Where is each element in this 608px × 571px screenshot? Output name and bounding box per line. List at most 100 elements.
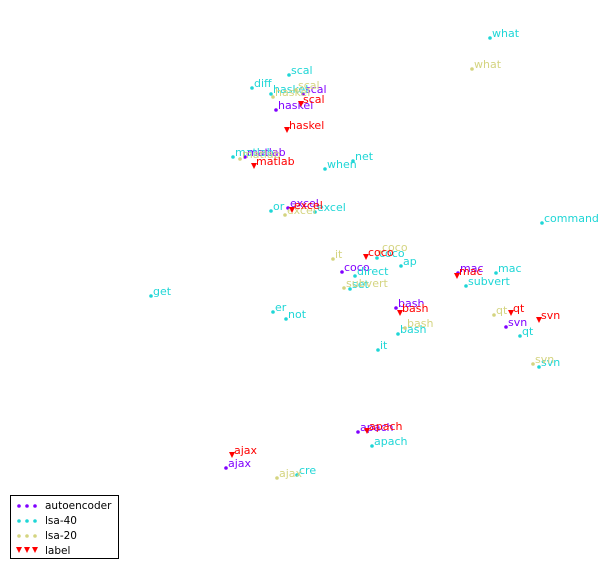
legend-item-lsa-40: lsa-40 [15,514,77,528]
point-label-lsa-40-18: not [288,308,307,321]
legend-marker-label [16,547,38,553]
series-autoencoder: scalhaskelmatlabexcelcocobashmacsvnapach… [224,83,527,470]
point-lsa-20-2 [271,95,275,99]
point-lsa-20-7 [342,286,346,290]
point-label-1 [284,127,290,133]
point-label-autoencoder-3: excel [290,197,319,210]
point-label-lsa-40-11: ap [403,255,417,268]
point-label-4 [363,254,369,260]
legend-mark-lsa-20-1 [25,534,29,538]
point-label-lsa-40-19: bash [400,323,426,336]
point-label-label-1: haskel [289,119,324,132]
point-lsa-40-0 [488,36,492,40]
legend-mark-lsa-20-2 [33,534,37,538]
point-label-label-9: apach [369,420,403,433]
legend-mark-lsa-40-1 [25,519,29,523]
point-label-lsa-40-6: when [327,158,357,171]
legend-mark-autoencoder-1 [25,504,29,508]
legend-mark-label-0 [16,547,22,553]
point-lsa-40-12 [353,274,357,278]
point-label-lsa-20-2: haskel [275,86,310,99]
point-lsa-20-9 [403,326,407,330]
point-label-7 [508,310,514,316]
point-label-label-0: scal [303,93,325,106]
point-lsa-20-6 [331,257,335,261]
legend-label-autoencoder: autoencoder [45,500,112,512]
point-lsa-20-0 [470,67,474,71]
point-label-lsa-40-17: er [275,301,287,314]
point-lsa-20-3 [238,157,242,161]
point-lsa-40-13 [494,271,498,275]
point-label-lsa-40-23: apach [374,435,408,448]
legend-item-label: label [15,544,70,558]
point-label-lsa-20-9: bash [407,317,433,330]
point-autoencoder-8 [356,430,360,434]
point-label-lsa-20-8: qt [496,304,508,317]
point-label-lsa-40-14: subvert [468,275,510,288]
point-autoencoder-3 [286,206,290,210]
point-label-lsa-40-12: direct [357,265,389,278]
point-lsa-40-8 [313,210,317,214]
point-lsa-40-18 [284,317,288,321]
point-label-lsa-40-22: svn [541,356,560,369]
point-lsa-40-14 [464,284,468,288]
point-label-2 [251,163,257,169]
point-label-lsa-20-1: scal [298,79,320,92]
point-lsa-40-22 [537,365,541,369]
point-label-label-6: bash [402,302,428,315]
point-label-lsa-40-4: matlab [235,146,274,159]
point-lsa-40-17 [271,310,275,314]
point-label-lsa-40-10: coco [379,247,405,260]
legend-label-label: label [45,545,71,557]
legend-mark-label-1 [24,547,30,553]
legend-mark-autoencoder-0 [17,504,21,508]
legend-marker-autoencoder [17,504,37,508]
point-label-lsa-40-24: cre [299,464,316,477]
legend-marker-lsa-40 [17,519,37,523]
point-label-5 [454,273,460,279]
point-lsa-20-1 [294,88,298,92]
point-lsa-20-4 [283,213,287,217]
point-label-lsa-20-7: subvert [346,277,388,290]
point-label-autoencoder-1: haskel [278,99,313,112]
point-autoencoder-1 [274,108,278,112]
point-autoencoder-2 [243,155,247,159]
point-label-lsa-40-21: it [380,339,388,352]
legend-marker-lsa-20 [17,534,37,538]
point-label-autoencoder-4: coco [344,261,370,274]
series-lsa-20: whatscalhaskelmatlabexcelcocoitsubvertqt… [238,58,554,480]
legend-label-lsa-20: lsa-20 [45,530,77,542]
point-label-autoencoder-7: svn [508,316,527,329]
point-label-label-10: ajax [234,444,258,457]
point-autoencoder-4 [340,270,344,274]
point-lsa-40-24 [295,473,299,477]
point-lsa-20-11 [275,476,279,480]
point-label-lsa-20-11: ajax [279,467,303,480]
point-label-lsa-20-6: it [335,248,343,261]
point-autoencoder-0 [301,92,305,96]
point-label-lsa-40-15: set [352,278,369,291]
point-label-autoencoder-5: bash [398,297,424,310]
point-label-lsa-40-9: command [544,212,599,225]
point-lsa-40-3 [269,92,273,96]
point-label-lsa-20-10: svn [535,353,554,366]
point-lsa-40-20 [518,334,522,338]
point-label-lsa-20-5: coco [382,241,408,254]
point-lsa-20-10 [531,362,535,366]
point-label-8 [536,317,542,323]
legend-label-lsa-40: lsa-40 [45,515,77,527]
point-label-0 [298,101,304,107]
point-label-autoencoder-2: matlab [247,146,286,159]
point-lsa-40-15 [348,287,352,291]
point-label-lsa-40-16: get [153,285,172,298]
point-label-autoencoder-9: ajax [228,457,252,470]
legend-mark-autoencoder-2 [33,504,37,508]
point-label-lsa-40-7: or [273,200,285,213]
point-autoencoder-7 [504,325,508,329]
point-label-lsa-40-13: mac [498,262,522,275]
point-label-lsa-40-0: what [492,27,520,40]
point-label-autoencoder-0: scal [305,83,327,96]
point-label-label-7: qt [513,302,525,315]
